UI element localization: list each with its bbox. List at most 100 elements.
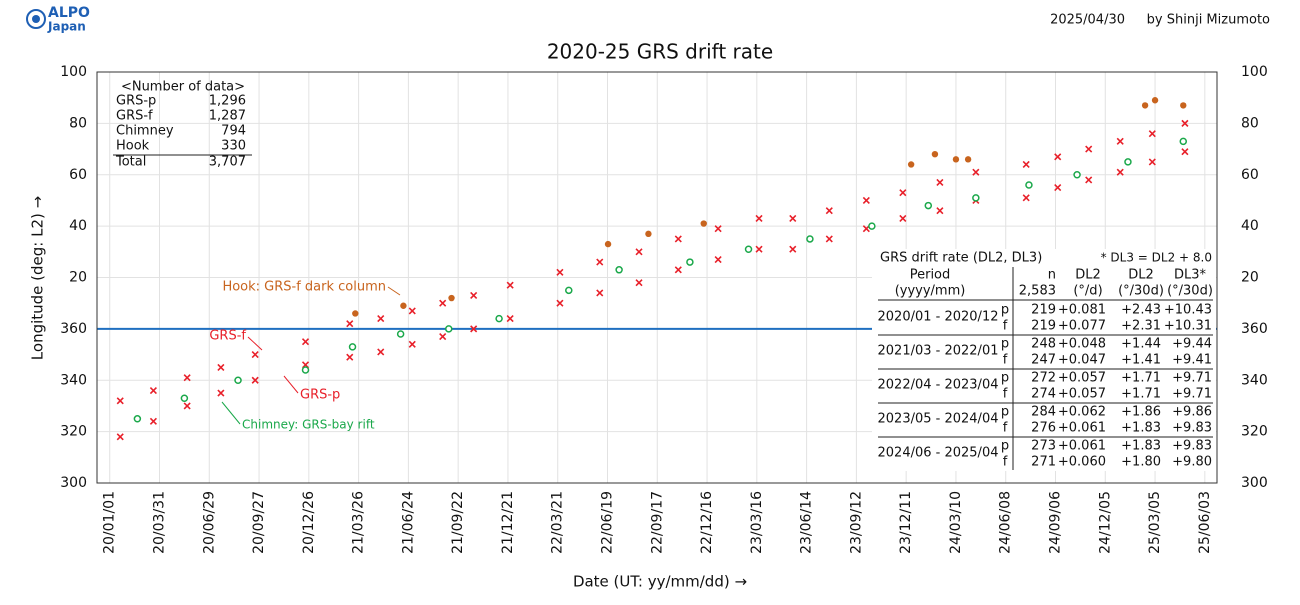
table-cell: +2.43 — [1121, 303, 1161, 318]
leader — [283, 375, 299, 394]
point — [133, 415, 142, 423]
point — [217, 363, 225, 371]
table-cell: 271 — [1031, 455, 1056, 470]
point — [470, 291, 478, 300]
x-tick-label: 22/12/16 — [699, 491, 715, 554]
table-cell: +0.061 — [1058, 421, 1106, 436]
table-cell: 330 — [221, 139, 246, 154]
annotation: GRS-p — [300, 388, 340, 403]
point — [149, 386, 157, 395]
table-header: 2,583 — [1019, 284, 1056, 299]
logo-text: Japan — [47, 20, 86, 34]
table-cell: 247 — [1031, 353, 1056, 368]
annotation: Hook: GRS-f dark column — [222, 280, 386, 295]
table-cell: +10.43 — [1164, 303, 1212, 318]
point — [1022, 194, 1030, 202]
point — [565, 286, 573, 295]
table-cell: p — [1001, 405, 1009, 420]
table-cell: +9.71 — [1172, 387, 1212, 402]
table-cell: f — [1003, 421, 1008, 436]
x-tick-label: 21/03/26 — [351, 491, 367, 554]
point — [1181, 119, 1189, 127]
y2-tick-label: 320 — [1241, 424, 1268, 440]
x-tick-label: 20/01/01 — [102, 491, 118, 554]
point — [116, 397, 124, 405]
point — [686, 258, 694, 266]
point — [1054, 184, 1062, 192]
point — [439, 333, 447, 341]
x-tick-label: 20/06/29 — [201, 491, 217, 554]
annotation: Chimney: GRS-bay rift — [242, 418, 375, 432]
table-cell: 276 — [1031, 421, 1056, 436]
point — [301, 366, 310, 374]
point — [714, 225, 722, 233]
table-cell: +10.31 — [1164, 319, 1212, 334]
table-cell: p — [1001, 371, 1009, 386]
table-cell: +2.31 — [1121, 319, 1161, 334]
x-tick-label: 23/03/16 — [749, 491, 765, 554]
point — [408, 307, 416, 315]
table-cell: 1,296 — [209, 94, 246, 109]
table-header: (yyyy/mm) — [895, 284, 966, 299]
chart-title: 2020-25 GRS drift rate — [547, 40, 773, 64]
table-cell: +9.86 — [1172, 405, 1212, 420]
y-tick-label: 80 — [69, 115, 87, 131]
table-cell: Total — [115, 155, 146, 170]
table-cell: +0.060 — [1058, 455, 1106, 470]
y2-tick-label: 360 — [1241, 321, 1268, 337]
point — [936, 178, 944, 187]
x-tick-label: 24/09/06 — [1047, 491, 1063, 554]
point — [1181, 148, 1189, 156]
table-cell: 2024/06 - 2025/04 — [878, 446, 999, 461]
table-cell: 2020/01 - 2020/12 — [878, 310, 999, 325]
point — [445, 325, 453, 333]
table-cell: +9.44 — [1172, 337, 1212, 352]
point — [408, 340, 416, 348]
point — [755, 214, 763, 222]
table-cell: 274 — [1031, 387, 1056, 402]
table-cell: +0.061 — [1058, 439, 1106, 454]
point — [251, 376, 259, 384]
point — [377, 348, 385, 356]
point — [116, 433, 124, 441]
point — [964, 156, 972, 163]
point — [635, 279, 643, 287]
point — [596, 289, 604, 297]
point — [931, 151, 939, 158]
table-cell: +1.41 — [1121, 353, 1161, 368]
table-header: DL3* — [1174, 268, 1207, 283]
y-tick-label: 320 — [60, 424, 87, 440]
point — [806, 235, 814, 243]
table-cell: f — [1003, 353, 1008, 368]
y-tick-label: 360 — [60, 321, 87, 337]
table-cell: +0.057 — [1058, 371, 1106, 386]
y2-tick-label: 100 — [1241, 64, 1268, 80]
table-header: (°/30d) — [1167, 284, 1213, 299]
x-tick-label: 21/06/24 — [400, 491, 416, 554]
leader — [247, 336, 263, 351]
table-cell: +1.80 — [1121, 455, 1161, 470]
table-cell: Chimney — [116, 124, 174, 139]
point — [700, 220, 707, 227]
x-tick-label: 22/09/17 — [649, 491, 665, 554]
table-cell: +1.83 — [1121, 439, 1161, 454]
table-cell: +9.41 — [1172, 353, 1212, 368]
table-header: DL2 — [1128, 268, 1154, 283]
point — [1148, 158, 1156, 166]
point — [183, 402, 191, 410]
point — [301, 338, 310, 346]
x-tick-label: 25/03/05 — [1147, 491, 1163, 554]
table-cell: +1.44 — [1121, 337, 1161, 352]
table-cell: 273 — [1031, 439, 1056, 454]
x-tick-label: 22/03/21 — [550, 491, 566, 554]
table-header: DL2 — [1075, 268, 1101, 283]
y2-tick-label: 300 — [1241, 475, 1268, 491]
table-cell: 2021/03 - 2022/01 — [878, 344, 999, 359]
leader — [221, 401, 241, 425]
point — [635, 248, 643, 256]
y2-tick-label: 20 — [1241, 270, 1259, 286]
point — [789, 245, 797, 253]
table-cell: f — [1003, 455, 1008, 470]
point — [1141, 102, 1149, 109]
